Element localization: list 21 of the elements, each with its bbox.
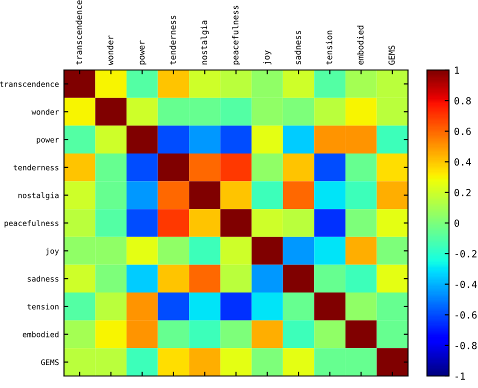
color-bar-label: 0.8 xyxy=(454,97,471,104)
x-tick-label: sadness xyxy=(294,30,301,64)
x-tick-label: embodied xyxy=(357,26,364,65)
color-bar-label: -0.4 xyxy=(456,280,477,288)
x-tick-label: wonder xyxy=(106,35,114,66)
color-bar-label: 1 xyxy=(455,66,460,74)
x-tick-label: tenderness xyxy=(169,16,176,65)
x-tick-label: tension xyxy=(326,30,332,65)
color-bar-label: -0.2 xyxy=(456,250,476,258)
x-tick-label: peacefulness xyxy=(232,6,240,64)
x-tick-label: GEMS xyxy=(388,46,395,65)
color-bar-label: -1 xyxy=(456,372,465,380)
x-tick-label: joy xyxy=(263,50,272,64)
color-bar-label: 0.4 xyxy=(454,158,471,166)
color-bar-label: 0.6 xyxy=(454,128,471,136)
color-bar-label: -0.6 xyxy=(456,311,477,319)
color-bar-label: 0.2 xyxy=(454,188,471,196)
x-tick-label: nostalgia xyxy=(200,20,209,64)
color-bar-label: -0.8 xyxy=(456,342,477,350)
color-bar-label: 0 xyxy=(454,220,460,227)
x-tick-label: power xyxy=(140,40,146,64)
